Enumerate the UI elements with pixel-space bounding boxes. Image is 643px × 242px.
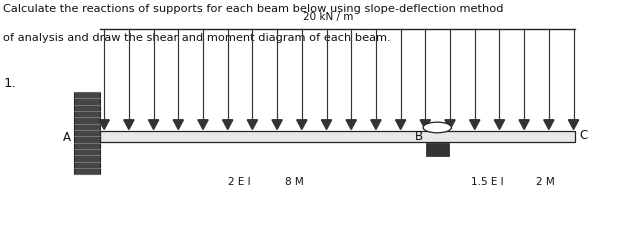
Text: 8 M: 8 M	[285, 177, 303, 187]
Polygon shape	[445, 120, 455, 129]
Text: 2 M: 2 M	[536, 177, 554, 187]
Polygon shape	[272, 120, 282, 129]
Polygon shape	[469, 120, 480, 129]
Polygon shape	[494, 120, 505, 129]
Bar	[100, 131, 575, 142]
Text: A: A	[63, 131, 71, 144]
Text: 20 kN / m: 20 kN / m	[303, 12, 353, 22]
Polygon shape	[149, 120, 159, 129]
Bar	[426, 143, 449, 156]
Text: B: B	[415, 130, 423, 143]
Polygon shape	[248, 120, 258, 129]
Polygon shape	[420, 120, 430, 129]
Text: of analysis and draw the shear and moment diagram of each beam.: of analysis and draw the shear and momen…	[3, 33, 391, 43]
Text: 1.5 E I: 1.5 E I	[471, 177, 503, 187]
Polygon shape	[395, 120, 406, 129]
Polygon shape	[99, 120, 109, 129]
Text: C: C	[579, 129, 588, 142]
Circle shape	[423, 122, 451, 133]
Polygon shape	[519, 120, 529, 129]
Polygon shape	[198, 120, 208, 129]
Polygon shape	[544, 120, 554, 129]
Polygon shape	[222, 120, 233, 129]
Polygon shape	[173, 120, 183, 129]
Polygon shape	[568, 120, 579, 129]
Polygon shape	[322, 120, 332, 129]
Polygon shape	[371, 120, 381, 129]
Text: 1.: 1.	[3, 77, 16, 91]
Polygon shape	[123, 120, 134, 129]
Text: Calculate the reactions of supports for each beam below using slope-deflection m: Calculate the reactions of supports for …	[3, 4, 503, 14]
Polygon shape	[296, 120, 307, 129]
Text: 2 E I: 2 E I	[228, 177, 251, 187]
Polygon shape	[346, 120, 356, 129]
Bar	[74, 92, 100, 174]
